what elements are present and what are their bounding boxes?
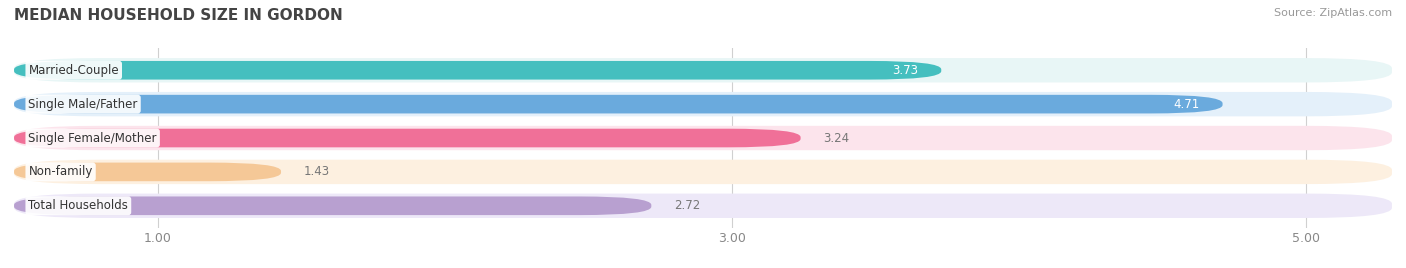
Text: Non-family: Non-family	[28, 165, 93, 178]
FancyBboxPatch shape	[14, 160, 1392, 184]
FancyBboxPatch shape	[14, 163, 281, 181]
Text: Single Male/Father: Single Male/Father	[28, 98, 138, 111]
Text: Married-Couple: Married-Couple	[28, 64, 120, 77]
Text: Source: ZipAtlas.com: Source: ZipAtlas.com	[1274, 8, 1392, 18]
Text: 3.73: 3.73	[893, 64, 918, 77]
FancyBboxPatch shape	[14, 61, 941, 80]
Text: Total Households: Total Households	[28, 199, 128, 212]
FancyBboxPatch shape	[14, 95, 1223, 113]
FancyBboxPatch shape	[14, 129, 800, 147]
FancyBboxPatch shape	[14, 92, 1392, 116]
FancyBboxPatch shape	[14, 126, 1392, 150]
Text: 1.43: 1.43	[304, 165, 330, 178]
FancyBboxPatch shape	[14, 58, 1392, 83]
Text: MEDIAN HOUSEHOLD SIZE IN GORDON: MEDIAN HOUSEHOLD SIZE IN GORDON	[14, 8, 343, 23]
Text: 3.24: 3.24	[824, 132, 849, 144]
Text: 2.72: 2.72	[675, 199, 700, 212]
FancyBboxPatch shape	[14, 193, 1392, 218]
FancyBboxPatch shape	[14, 196, 651, 215]
Text: Single Female/Mother: Single Female/Mother	[28, 132, 157, 144]
Text: 4.71: 4.71	[1174, 98, 1199, 111]
